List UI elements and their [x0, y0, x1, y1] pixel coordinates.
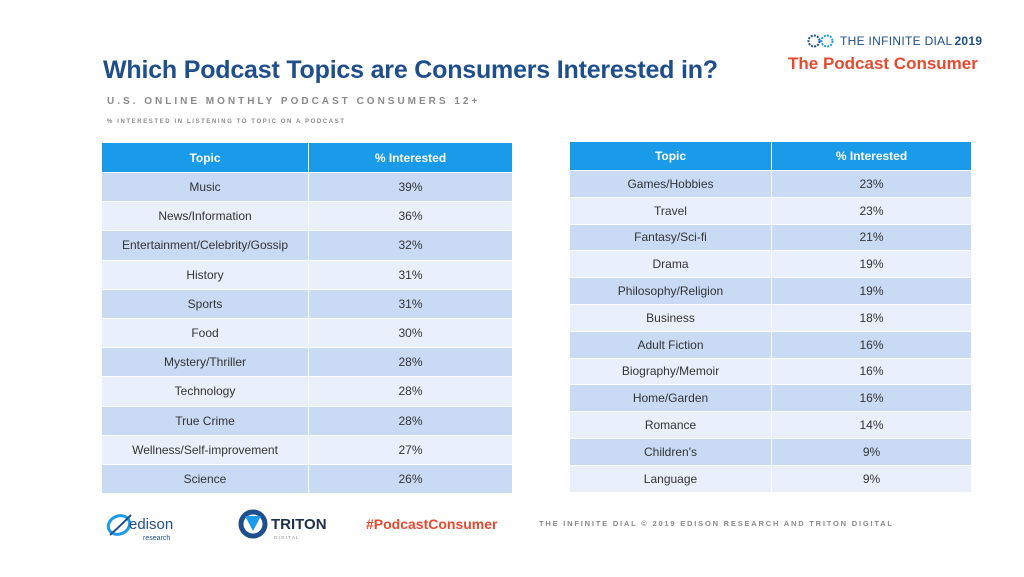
- table-row: Romance 14%: [569, 411, 972, 439]
- topic-cell: Travel: [569, 196, 772, 225]
- topic-cell: Romance: [569, 411, 772, 439]
- topic-cell: Technology: [101, 376, 309, 407]
- hashtag: #PodcastConsumer: [366, 516, 498, 532]
- triton-name: TRITON: [271, 516, 327, 533]
- table-row: News/Information 36%: [101, 201, 513, 232]
- topic-cell: History: [101, 259, 309, 290]
- table-row: Music 39%: [101, 171, 513, 203]
- triton-sub: D I G I T A L: [274, 535, 299, 540]
- table-row: Food 30%: [101, 317, 513, 349]
- table-row: True Crime 28%: [101, 405, 513, 436]
- table-row: Entertainment/Celebrity/Gossip 32%: [101, 230, 513, 261]
- column-header-topic: Topic: [569, 141, 772, 171]
- brand-block: THE INFINITE DIAL 2019 The Podcast Consu…: [788, 34, 1006, 74]
- topic-cell: Language: [569, 464, 772, 493]
- topic-cell: Biography/Memoir: [569, 357, 772, 386]
- page-note: % INTERESTED IN LISTENING TO TOPIC ON A …: [107, 119, 346, 125]
- percent-cell: 19%: [771, 250, 972, 279]
- column-header-percent: % Interested: [308, 142, 513, 173]
- edison-name: edison: [129, 516, 173, 533]
- table-header-row: Topic % Interested: [569, 141, 972, 171]
- topic-cell: Sports: [101, 288, 309, 319]
- table-row: Games/Hobbies 23%: [569, 170, 972, 198]
- topic-cell: Music: [101, 171, 309, 203]
- table-header-row: Topic % Interested: [101, 142, 513, 173]
- table-row: Home/Garden 16%: [569, 384, 972, 413]
- table-row: Mystery/Thriller 28%: [101, 347, 513, 378]
- table-row: History 31%: [101, 259, 513, 290]
- edison-sub: research: [143, 535, 170, 542]
- topic-cell: Mystery/Thriller: [101, 347, 309, 378]
- topic-cell: Fantasy/Sci-fi: [569, 223, 772, 252]
- topic-cell: Wellness/Self-improvement: [101, 434, 309, 465]
- percent-cell: 16%: [771, 330, 972, 359]
- percent-cell: 32%: [308, 230, 513, 261]
- topic-cell: Children's: [569, 437, 772, 466]
- table-row: Technology 28%: [101, 376, 513, 407]
- edison-research-logo: edison research: [106, 514, 173, 542]
- topic-cell: News/Information: [101, 201, 309, 232]
- table-row: Science 26%: [101, 463, 513, 495]
- triton-digital-logo: TRITON D I G I T A L: [238, 509, 327, 540]
- topic-cell: Business: [569, 303, 772, 332]
- topic-cell: Philosophy/Religion: [569, 277, 772, 305]
- percent-cell: 9%: [771, 464, 972, 493]
- column-header-percent: % Interested: [771, 141, 972, 171]
- topics-table-right: Topic % Interested Games/Hobbies 23% Trave…: [569, 141, 972, 493]
- percent-cell: 21%: [771, 223, 972, 252]
- percent-cell: 16%: [771, 357, 972, 386]
- column-header-topic: Topic: [101, 142, 309, 173]
- percent-cell: 19%: [771, 277, 972, 305]
- table-row: Sports 31%: [101, 288, 513, 319]
- topic-cell: Games/Hobbies: [569, 170, 772, 198]
- percent-cell: 23%: [771, 170, 972, 198]
- percent-cell: 28%: [308, 376, 513, 407]
- report-name: The Podcast Consumer: [788, 54, 978, 73]
- percent-cell: 18%: [771, 303, 972, 332]
- table-row: Language 9%: [569, 464, 972, 493]
- percent-cell: 23%: [771, 196, 972, 225]
- table-row: Children's 9%: [569, 437, 972, 466]
- percent-cell: 28%: [308, 405, 513, 436]
- table-row: Drama 19%: [569, 250, 972, 279]
- percent-cell: 16%: [771, 384, 972, 413]
- percent-cell: 31%: [308, 288, 513, 319]
- table-row: Fantasy/Sci-fi 21%: [569, 223, 972, 252]
- brand-name: THE INFINITE DIAL: [840, 34, 953, 48]
- infinite-dial-logo-icon: [807, 34, 834, 48]
- table-row: Adult Fiction 16%: [569, 330, 972, 359]
- topic-cell: Drama: [569, 250, 772, 279]
- brand-year: 2019: [954, 34, 983, 48]
- percent-cell: 36%: [308, 201, 513, 232]
- percent-cell: 26%: [308, 463, 513, 495]
- table-row: Wellness/Self-improvement 27%: [101, 434, 513, 465]
- table-row: Philosophy/Religion 19%: [569, 277, 972, 305]
- page-subtitle: U.S. ONLINE MONTHLY PODCAST CONSUMERS 12…: [107, 96, 481, 107]
- percent-cell: 39%: [308, 171, 513, 203]
- topic-cell: Food: [101, 317, 309, 349]
- topic-cell: Adult Fiction: [569, 330, 772, 359]
- percent-cell: 9%: [771, 437, 972, 466]
- percent-cell: 14%: [771, 411, 972, 439]
- percent-cell: 28%: [308, 347, 513, 378]
- percent-cell: 30%: [308, 317, 513, 349]
- footer-credit: THE INFINITE DIAL © 2019 EDISON RESEARCH…: [539, 519, 894, 528]
- topics-table-left: Topic % Interested Music 39% News/Informat…: [101, 142, 513, 495]
- topic-cell: Home/Garden: [569, 384, 772, 413]
- percent-cell: 31%: [308, 259, 513, 290]
- table-row: Biography/Memoir 16%: [569, 357, 972, 386]
- percent-cell: 27%: [308, 434, 513, 465]
- topic-cell: Science: [101, 463, 309, 495]
- table-row: Business 18%: [569, 303, 972, 332]
- topic-cell: Entertainment/Celebrity/Gossip: [101, 230, 309, 261]
- page-title: Which Podcast Topics are Consumers Inter…: [103, 56, 718, 84]
- table-row: Travel 23%: [569, 196, 972, 225]
- topic-cell: True Crime: [101, 405, 309, 436]
